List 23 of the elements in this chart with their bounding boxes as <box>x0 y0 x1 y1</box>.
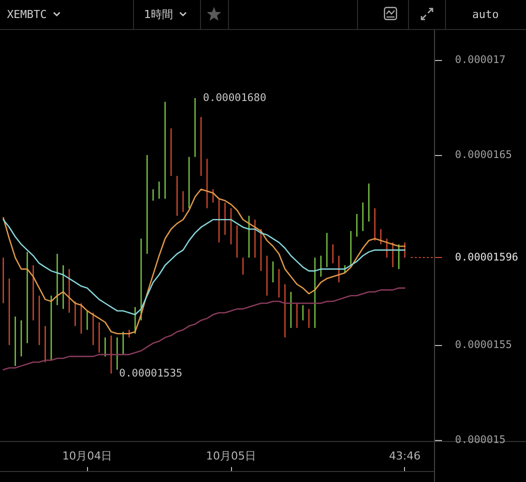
x-tick: 43:46 <box>388 450 421 472</box>
chart-subtitle: 1時間 <box>144 8 173 21</box>
x-tick-label: 10月04日 <box>62 450 112 462</box>
annotation: 0.00001535 <box>119 368 182 380</box>
y-tick: 0.0000165 <box>434 149 512 162</box>
y-tick-label: 0.0000165 <box>455 149 512 162</box>
y-tick-label: 0.000017 <box>455 54 506 66</box>
x-tick: 10月05日 <box>206 450 256 472</box>
x-tick-label: 10月05日 <box>206 450 256 462</box>
y-tick: 0.000017 <box>434 54 506 66</box>
y-tick: 0.0000155 <box>434 339 512 352</box>
line-series <box>2 287 406 370</box>
line-series <box>2 218 406 316</box>
chart-title: XEMBTC <box>7 8 47 21</box>
y-tick-label: 0.000015 <box>455 434 506 446</box>
line-series <box>2 188 406 334</box>
x-tick-label: 43:46 <box>388 450 421 462</box>
annotation: 0.00001680 <box>203 92 266 104</box>
text: 0.00001596 <box>455 252 518 264</box>
y-tick: 0.000015 <box>434 434 506 446</box>
x-tick: 10月04日 <box>62 450 112 472</box>
y-tick-label: 0.0000155 <box>455 339 512 352</box>
toolbar: XEMBTC 1時間 auto <box>0 0 526 30</box>
